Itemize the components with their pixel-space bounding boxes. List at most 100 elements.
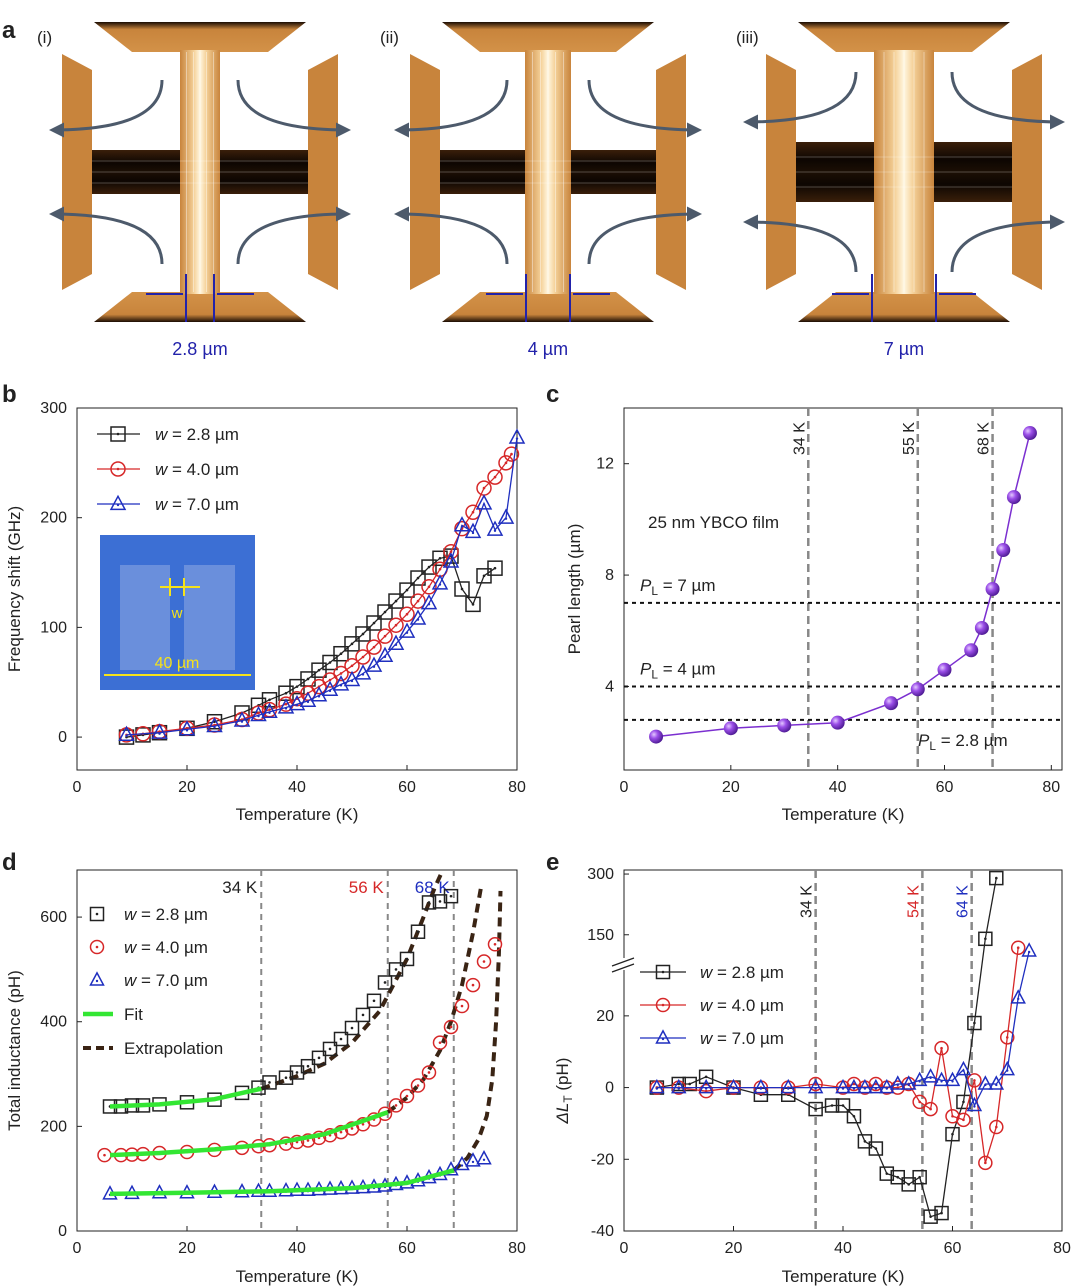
axes-frame — [623, 407, 1063, 771]
y-axis-label: Total inductance (pH) — [5, 970, 24, 1131]
text: = 2.8 µm — [936, 731, 1008, 750]
width-label: 4 µm — [528, 339, 568, 359]
y-tick-label: 0 — [58, 1223, 67, 1240]
data-point — [409, 609, 427, 625]
data-point — [923, 1101, 938, 1117]
axis-break-gap — [612, 958, 636, 970]
fit-curve — [109, 1110, 389, 1158]
symbol: w — [700, 1029, 714, 1048]
data-point — [846, 1076, 862, 1092]
data-point — [900, 1075, 917, 1090]
data-point — [808, 1076, 823, 1092]
data-point — [1010, 989, 1026, 1004]
data-point — [333, 665, 349, 682]
data-point-dot — [940, 1046, 943, 1050]
data-point-dot — [317, 1056, 321, 1060]
data-point — [89, 906, 105, 922]
data-point — [879, 1078, 895, 1094]
data-point-dot — [306, 1139, 310, 1142]
data-point — [487, 469, 503, 485]
data-point — [910, 682, 925, 697]
data-point-dot — [427, 585, 431, 589]
data-point-dot — [361, 673, 365, 676]
data-point — [365, 656, 383, 672]
data-point-dot — [704, 1075, 708, 1079]
width-label: 2.8 µm — [172, 339, 227, 359]
data-point-dot — [973, 1105, 976, 1108]
data-point — [251, 1080, 266, 1095]
data-point-dot — [940, 1211, 943, 1215]
x-tick-label: 20 — [725, 1240, 743, 1257]
data-point — [999, 1060, 1016, 1076]
data-point-dot — [372, 665, 376, 668]
data-point — [937, 662, 952, 677]
data-point — [934, 1040, 949, 1056]
left-pad — [62, 54, 92, 290]
data-point-dot — [240, 720, 244, 723]
data-point-dot — [116, 467, 120, 471]
data-point-dot — [438, 556, 442, 560]
inset-micrograph: w 40 µm — [100, 535, 255, 690]
data-point — [989, 1119, 1004, 1135]
data-point — [443, 543, 459, 560]
data-point-dot — [482, 574, 486, 578]
data-point-dot — [874, 1082, 878, 1086]
data-point — [465, 1152, 481, 1167]
data-point-dot — [306, 1064, 310, 1068]
data-point-dot — [268, 708, 271, 711]
data-point-dot — [383, 981, 387, 984]
data-point-dot — [268, 1081, 271, 1084]
data-point — [671, 1076, 686, 1092]
data-point — [453, 516, 471, 532]
data-point — [454, 998, 470, 1014]
data-point — [321, 680, 339, 697]
data-point — [206, 716, 223, 733]
right-pad — [308, 54, 338, 290]
data-point-dot — [515, 437, 519, 440]
data-point — [299, 691, 317, 708]
x-tick-label: 40 — [288, 1240, 306, 1257]
data-point — [974, 620, 989, 635]
x-tick-label: 80 — [508, 1240, 526, 1257]
data-point-dot — [372, 999, 376, 1003]
x-tick-label: 0 — [73, 779, 82, 796]
data-point — [944, 1071, 961, 1087]
data-point-dot — [661, 970, 665, 974]
data-point — [988, 1075, 1005, 1090]
legend-label: w = 2.8 µm — [700, 963, 784, 982]
data-point-dot — [661, 1003, 665, 1007]
data-point — [487, 560, 503, 576]
data-point-dot — [295, 703, 299, 707]
data-point — [333, 645, 349, 662]
data-point-dot — [814, 1107, 817, 1111]
data-point — [322, 1041, 338, 1057]
legend-label: w = 2.8 µm — [155, 425, 239, 444]
data-point-dot — [460, 1004, 464, 1008]
y-tick-label: 12 — [596, 456, 614, 473]
data-point — [398, 622, 416, 638]
data-point-dot — [361, 1122, 365, 1126]
top-pad — [94, 22, 306, 52]
data-point — [410, 924, 426, 939]
data-point-dot — [306, 677, 310, 681]
data-point — [344, 1020, 360, 1036]
fit-curve — [109, 1086, 262, 1109]
data-point-dot — [317, 695, 321, 698]
data-point-dot — [814, 1082, 817, 1086]
data-point — [753, 1078, 769, 1094]
device-tag: (ii) — [380, 28, 399, 47]
extrapolation-curve — [260, 869, 445, 1091]
data-point-dot — [339, 1037, 343, 1041]
data-point-dot — [427, 565, 431, 569]
data-point-dot — [655, 1087, 659, 1090]
bottom-pad — [798, 292, 1010, 322]
data-point — [682, 1076, 697, 1092]
y-tick-label: 300 — [587, 866, 614, 883]
data-point-dot — [814, 1087, 817, 1090]
data-point-dot — [1027, 950, 1031, 954]
panel-e: e 0 20 40 60 80 -40 -20 0 20 150 300 Temperature (K)… — [546, 849, 1071, 1286]
y-tick-label: 400 — [40, 1014, 67, 1031]
data-point-dot — [918, 1175, 921, 1179]
y-tick-label: 8 — [605, 567, 614, 584]
data-point-dot — [372, 621, 376, 625]
